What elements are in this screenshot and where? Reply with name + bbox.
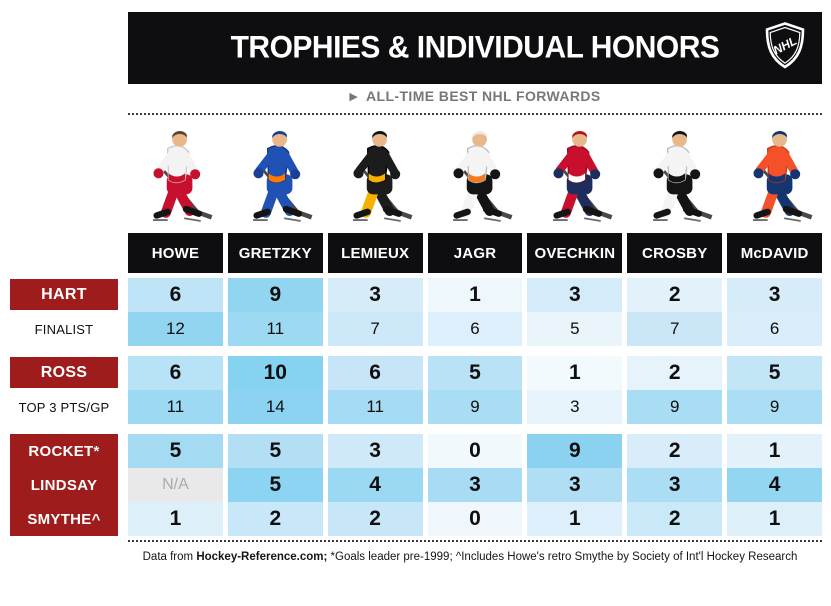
cell-finalist-lemieux: 7 bbox=[327, 312, 423, 346]
cell-lindsay-mcdavid: 4 bbox=[727, 468, 823, 502]
cell-smythe-howe: 1 bbox=[128, 502, 223, 536]
footnote-source: Hockey-Reference.com; bbox=[196, 551, 328, 563]
cell-hart-jagr: 1 bbox=[427, 278, 523, 312]
cell-hart-mcdavid: 3 bbox=[727, 278, 823, 312]
cell-smythe-jagr: 0 bbox=[427, 502, 523, 536]
row-label-smythe: SMYTHE^ bbox=[27, 510, 101, 528]
column-header-howe: HOWE bbox=[128, 233, 223, 273]
cell-top-3-pts-gp-jagr: 9 bbox=[427, 390, 523, 424]
player-photo-lemieux bbox=[328, 118, 423, 230]
cell-lindsay-howe: N/A bbox=[128, 468, 223, 502]
cell-smythe-ovechkin: 1 bbox=[527, 502, 623, 536]
cell-finalist-mcdavid: 6 bbox=[727, 312, 823, 346]
cell-ross-mcdavid: 5 bbox=[727, 356, 823, 390]
cell-rocket-ovechkin: 9 bbox=[527, 434, 623, 468]
cell-smythe-lemieux: 2 bbox=[327, 502, 423, 536]
cell-lindsay-ovechkin: 3 bbox=[527, 468, 623, 502]
player-photo-mcdavid bbox=[727, 118, 822, 230]
cell-hart-ovechkin: 3 bbox=[527, 278, 623, 312]
column-header-crosby: CROSBY bbox=[627, 233, 723, 273]
column-headers: HOWE GRETZKY LEMIEUX JAGR OVECHKIN CROSBY McDA… bbox=[128, 233, 823, 273]
cell-finalist-howe: 12 bbox=[128, 312, 223, 346]
nhl-shield-icon: NHL bbox=[762, 22, 808, 75]
column-header-jagr: JAGR bbox=[427, 233, 523, 273]
cell-hart-crosby: 2 bbox=[627, 278, 723, 312]
cell-ross-lemieux: 6 bbox=[327, 356, 423, 390]
table-row-lindsay: N/A 5 4 3 3 3 4 bbox=[128, 468, 823, 502]
cell-hart-lemieux: 3 bbox=[327, 278, 423, 312]
row-label-group-rocket-lindsay-smythe: ROCKET* LINDSAY SMYTHE^ bbox=[10, 434, 118, 536]
cell-top-3-pts-gp-howe: 11 bbox=[128, 390, 223, 424]
cell-hart-howe: 6 bbox=[128, 278, 223, 312]
player-photo-jagr bbox=[428, 118, 523, 230]
cell-rocket-mcdavid: 1 bbox=[727, 434, 823, 468]
player-photo-gretzky bbox=[228, 118, 323, 230]
player-photos-row bbox=[128, 118, 822, 230]
cell-rocket-howe: 5 bbox=[128, 434, 223, 468]
row-label-finalist: FINALIST bbox=[34, 321, 94, 337]
cell-top-3-pts-gp-mcdavid: 9 bbox=[727, 390, 823, 424]
table-row-top-3-pts-gp: 11 14 11 9 3 9 9 bbox=[128, 390, 823, 424]
cell-lindsay-crosby: 3 bbox=[627, 468, 723, 502]
page-title: TROPHIES & INDIVIDUAL HONORS bbox=[230, 30, 720, 65]
right-arrow-icon: ▶ bbox=[349, 91, 359, 103]
cell-lindsay-gretzky: 5 bbox=[227, 468, 323, 502]
cell-rocket-gretzky: 5 bbox=[227, 434, 323, 468]
cell-finalist-jagr: 6 bbox=[427, 312, 523, 346]
cell-smythe-gretzky: 2 bbox=[227, 502, 323, 536]
cell-top-3-pts-gp-crosby: 9 bbox=[627, 390, 723, 424]
cell-smythe-mcdavid: 1 bbox=[727, 502, 823, 536]
row-label-hart: HART bbox=[10, 279, 118, 310]
column-header-gretzky: GRETZKY bbox=[227, 233, 323, 273]
cell-top-3-pts-gp-gretzky: 14 bbox=[227, 390, 323, 424]
column-header-ovechkin: OVECHKIN bbox=[527, 233, 623, 273]
table-row-ross: 6 10 6 5 1 2 5 bbox=[128, 356, 823, 390]
player-photo-crosby bbox=[627, 118, 722, 230]
cell-lindsay-lemieux: 4 bbox=[327, 468, 423, 502]
cell-smythe-crosby: 2 bbox=[627, 502, 723, 536]
column-header-lemieux: LEMIEUX bbox=[327, 233, 423, 273]
row-label-rocket: ROCKET* bbox=[28, 442, 100, 460]
cell-ross-ovechkin: 1 bbox=[527, 356, 623, 390]
row-label-lindsay: LINDSAY bbox=[30, 476, 98, 494]
row-label-ross: ROSS bbox=[10, 357, 118, 388]
cell-top-3-pts-gp-lemieux: 11 bbox=[327, 390, 423, 424]
cell-hart-gretzky: 9 bbox=[227, 278, 323, 312]
cell-rocket-crosby: 2 bbox=[627, 434, 723, 468]
subtitle-text: ALL-TIME BEST NHL FORWARDS bbox=[366, 88, 601, 104]
footnote-rest: *Goals leader pre-1999; ^Includes Howe's… bbox=[327, 551, 798, 563]
dotted-divider-top bbox=[128, 113, 822, 115]
subtitle: ▶ ALL-TIME BEST NHL FORWARDS bbox=[128, 88, 822, 104]
footnote: Data from Hockey-Reference.com; *Goals l… bbox=[118, 551, 822, 563]
cell-finalist-crosby: 7 bbox=[627, 312, 723, 346]
cell-lindsay-jagr: 3 bbox=[427, 468, 523, 502]
cell-top-3-pts-gp-ovechkin: 3 bbox=[527, 390, 623, 424]
row-label-top-3-pts-gp: TOP 3 PTS/GP bbox=[18, 399, 110, 415]
cell-ross-howe: 6 bbox=[128, 356, 223, 390]
title-banner: TROPHIES & INDIVIDUAL HONORS NHL bbox=[128, 12, 822, 84]
player-photo-howe bbox=[128, 118, 223, 230]
cell-ross-crosby: 2 bbox=[627, 356, 723, 390]
cell-ross-gretzky: 10 bbox=[227, 356, 323, 390]
cell-finalist-ovechkin: 5 bbox=[527, 312, 623, 346]
player-photo-ovechkin bbox=[527, 118, 622, 230]
table-row-finalist: 12 11 7 6 5 7 6 bbox=[128, 312, 823, 346]
footnote-prefix: Data from bbox=[142, 551, 197, 563]
column-header-mcdavid: McDAVID bbox=[727, 233, 823, 273]
dotted-divider-bottom bbox=[128, 540, 822, 542]
cell-ross-jagr: 5 bbox=[427, 356, 523, 390]
cell-rocket-lemieux: 3 bbox=[327, 434, 423, 468]
cell-finalist-gretzky: 11 bbox=[227, 312, 323, 346]
cell-rocket-jagr: 0 bbox=[427, 434, 523, 468]
